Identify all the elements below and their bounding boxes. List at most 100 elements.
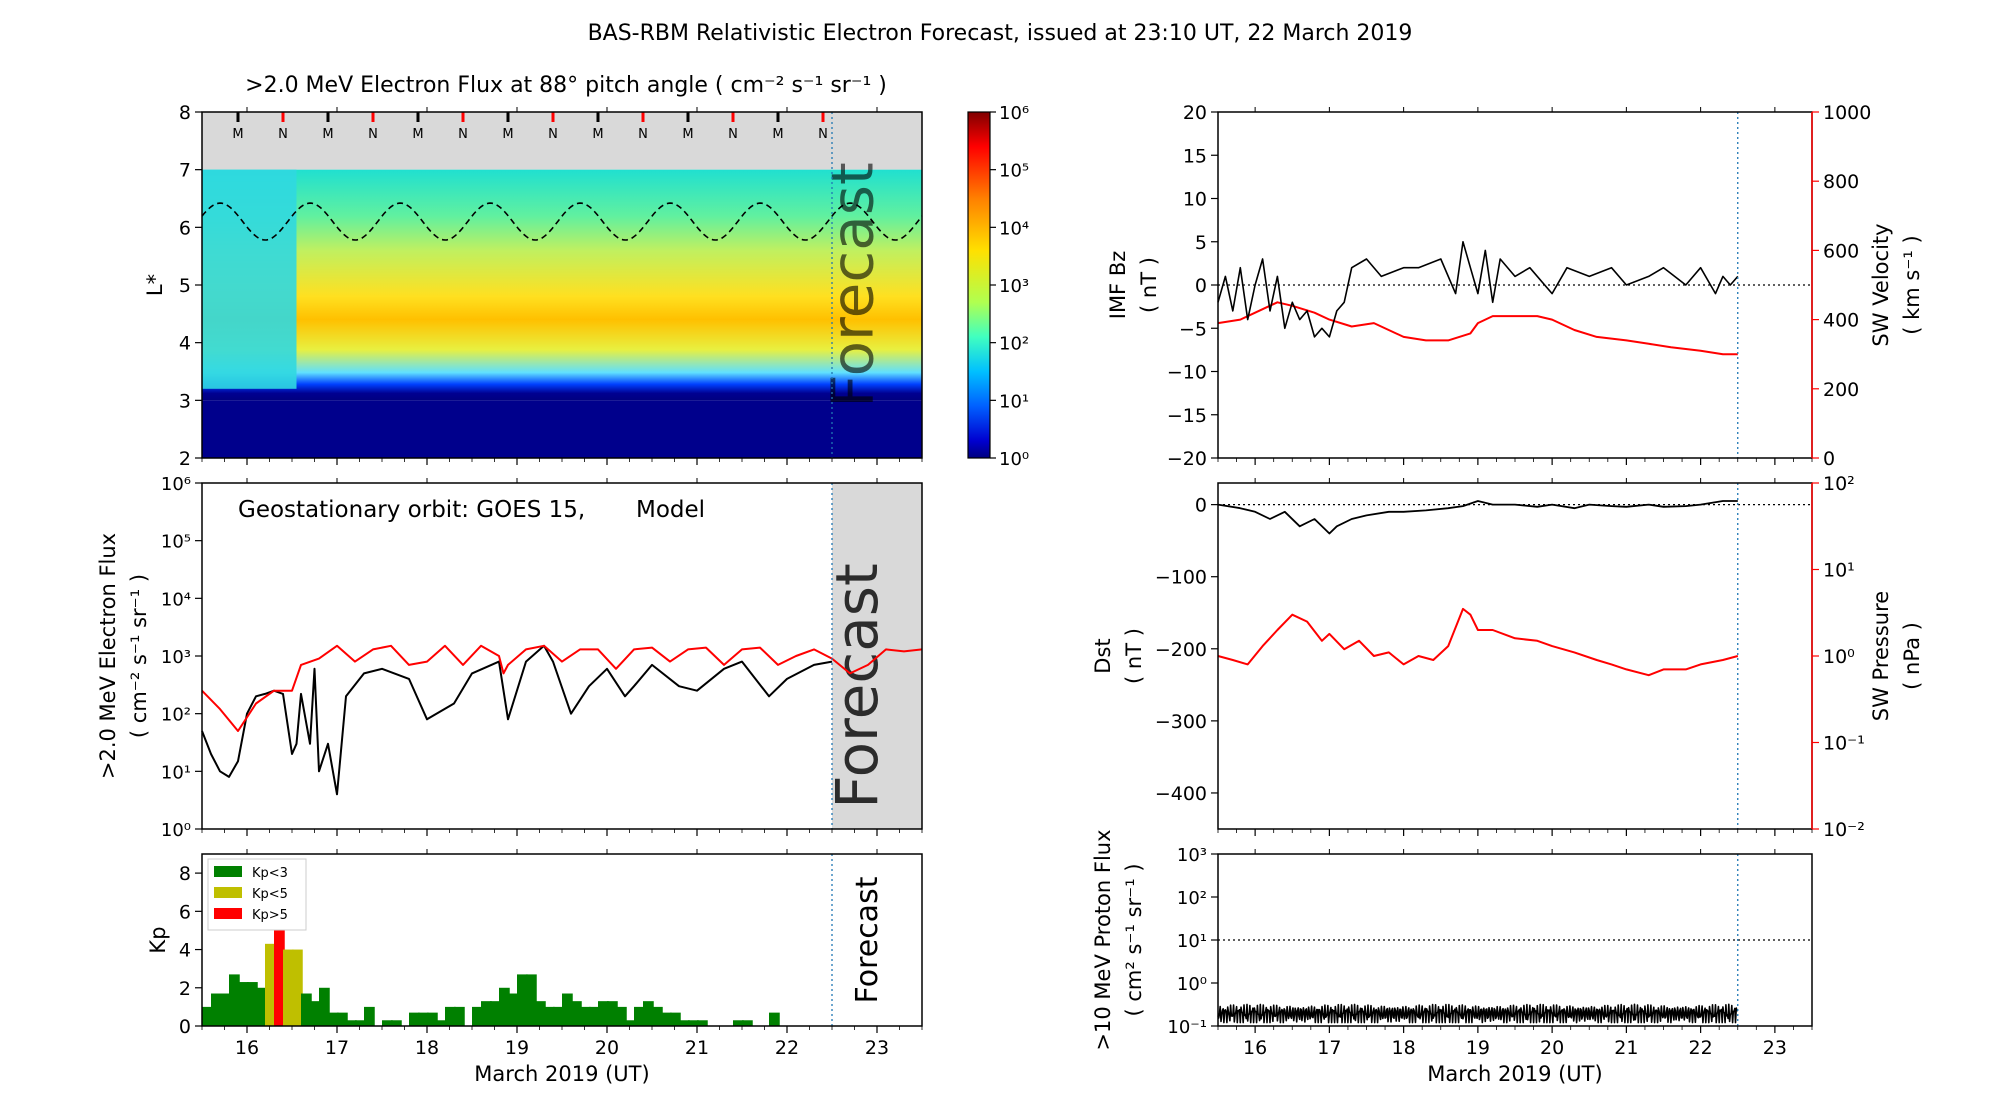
kp-date-label: 21 [685,1037,709,1059]
kp-bar [238,982,249,1026]
proton-flux-panel: 16 17 18 19 20 21 22 23 March 2019 (UT) 10⁻¹ 10⁰ 10… [1091,829,1813,1086]
pro-date-label: 20 [1540,1037,1564,1059]
kp-bar [391,1020,402,1026]
kp-bar [544,1006,555,1026]
dst-yunits: ( nT ) [1122,628,1146,684]
colorbar-tick-label: 10⁴ [999,218,1029,239]
kp-bar [571,1001,582,1026]
kp-xlabel: March 2019 (UT) [474,1062,649,1086]
imf-velocity-line [1217,301,1738,356]
imf-y2units: ( km s⁻¹ ) [1900,235,1924,334]
imf-y2tick-label: 400 [1823,310,1859,332]
imf-ytick-label: 0 [1195,275,1207,297]
kp-bar [688,1020,699,1026]
geo-ytick-label: 10² [161,705,191,726]
map-ytick-label: 7 [179,160,191,182]
main-title: BAS-RBM Relativistic Electron Forecast, … [588,21,1413,46]
kp-forecast-watermark: Forecast [850,876,885,1003]
kp-legend-label: Kp>5 [252,908,288,923]
map-ytick-label: 2 [179,448,191,470]
imf-ytick-label: −15 [1167,405,1207,427]
colorbar-tick-label: 10¹ [999,391,1029,412]
kp-bar [382,1020,393,1026]
kp-bar [643,1001,654,1026]
imf-bz-line [1217,241,1739,338]
map-marker-label: N [368,127,378,142]
imf-y2label: SW Velocity [1869,223,1893,346]
dst-y2tick-label: 10⁰ [1823,646,1855,668]
kp-legend-label: Kp<3 [252,866,288,881]
imf-ytick-label: 20 [1183,102,1207,124]
kp-bar [436,1020,447,1026]
colorbar [967,111,991,459]
pro-date-label: 23 [1763,1037,1787,1059]
pro-date-label: 18 [1392,1037,1416,1059]
map-marker-label: M [772,127,783,142]
dst-y2tick-label: 10⁻² [1823,819,1865,841]
dst-pressure-panel: 0 −100 −200 −300 −400 10⁻² 10⁻¹ 10⁰ 10¹ 10² Dst ( n… [1091,473,1924,841]
kp-bar [697,1020,708,1026]
kp-date-label: 20 [595,1037,619,1059]
kp-bar [679,1020,690,1026]
kp-bar [607,1001,618,1026]
kp-bar [319,987,330,1026]
colorbar-tick-label: 10⁶ [999,103,1029,124]
map-flux-field [202,169,922,401]
kp-bar [742,1020,753,1026]
kp-bar [292,949,303,1026]
flux-map-panel: Forecast M N M N M N M N M N M N M N 2 3 4 5 6 7 8 L* >2.0 MeV … [143,73,1029,470]
dst-pressure-line [1217,607,1739,677]
dst-line [1217,500,1738,535]
colorbar-tick-label: 10⁵ [999,161,1029,182]
imf-y2tick-label: 600 [1823,240,1859,262]
kp-bar [472,1006,483,1026]
imf-y2tick-label: 200 [1823,379,1859,401]
geo-ylabel: >2.0 MeV Electron Flux [96,533,120,779]
kp-bar [535,1001,546,1026]
kp-date-label: 19 [505,1037,529,1059]
kp-bar [769,1012,780,1026]
map-marker-label: N [548,127,558,142]
map-ylabel: L* [143,274,167,296]
map-ytick-label: 8 [179,102,191,124]
geo-forecast-watermark: Forecast [823,563,891,808]
map-marker-label: N [638,127,648,142]
kp-bar [526,974,537,1026]
dst-y2tick-label: 10¹ [1823,560,1855,582]
proton-ytick-label: 10⁻¹ [1167,1017,1207,1038]
map-marker-label: N [278,127,288,142]
pro-date-label: 21 [1614,1037,1638,1059]
map-title: >2.0 MeV Electron Flux at 88° pitch angl… [245,73,887,98]
map-marker-label: N [728,127,738,142]
geo-ytick-label: 10³ [161,647,191,668]
dst-frame [1217,482,1813,830]
map-marker-label: M [592,127,603,142]
kp-ytick-label: 0 [179,1016,191,1038]
geo-ytick-label: 10¹ [161,762,191,783]
kp-bar [355,1020,366,1026]
kp-date-label: 23 [865,1037,889,1059]
kp-bar [508,993,519,1026]
kp-bar [274,930,285,1026]
kp-bar [265,943,276,1026]
map-ytick-label: 5 [179,275,191,297]
proton-ytick-label: 10⁰ [1177,974,1207,995]
kp-ytick-label: 8 [179,863,191,885]
kp-bar [283,949,294,1026]
map-ytick-label: 4 [179,333,191,355]
geo-legend-text: Geostationary orbit: GOES 15, [238,497,585,523]
geo-frame [201,482,923,830]
kp-bar [454,1006,465,1026]
kp-bar [220,993,231,1026]
kp-legend-swatch [214,887,242,898]
kp-bar [517,974,528,1026]
kp-bar [616,1006,627,1026]
map-marker-label: M [232,127,243,142]
kp-date-label: 22 [775,1037,799,1059]
kp-bar [625,1020,636,1026]
kp-ytick-label: 2 [179,978,191,1000]
map-marker-label: N [818,127,828,142]
pro-date-label: 17 [1317,1037,1341,1059]
dst-y2tick-label: 10⁻¹ [1823,733,1865,755]
kp-legend-label: Kp<5 [252,887,288,902]
